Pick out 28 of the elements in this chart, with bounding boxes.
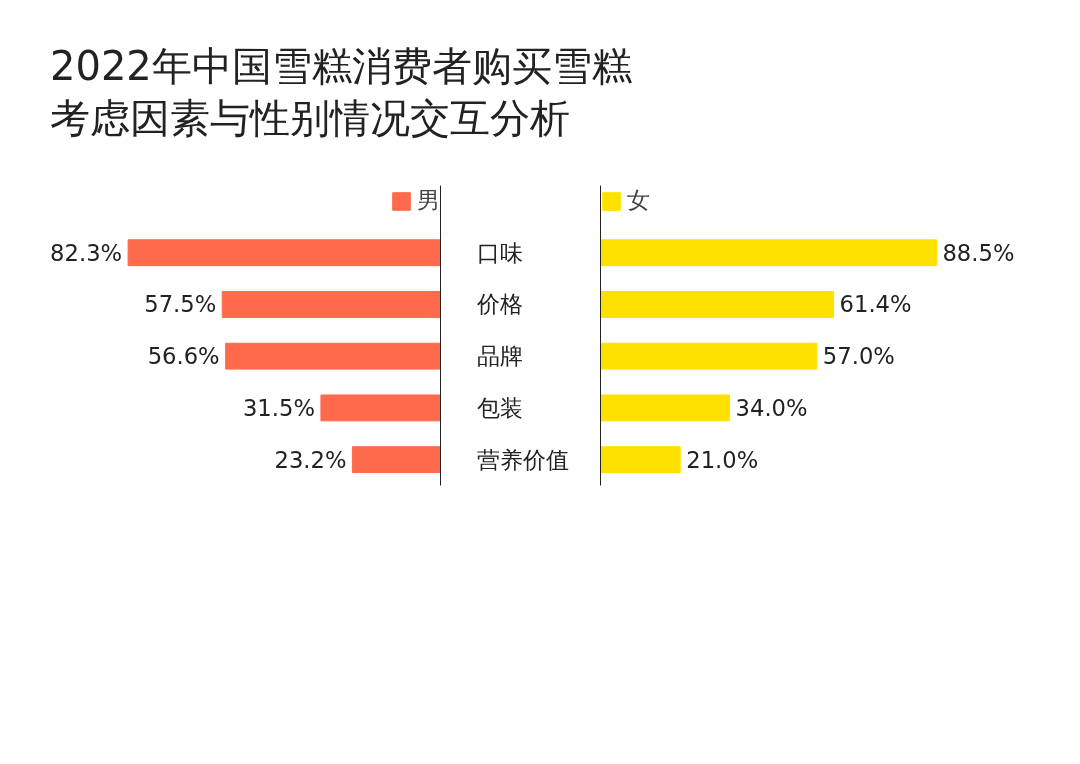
bar [600, 291, 835, 318]
data-label: 88.5% [942, 239, 1015, 266]
legend-label: 男 [417, 186, 440, 215]
data-label: 57.5% [144, 291, 217, 318]
bar [600, 446, 681, 474]
y-tick-label: 营养价值 [476, 446, 569, 473]
bar [221, 291, 441, 318]
bar [600, 342, 818, 370]
bar [351, 446, 441, 474]
data-label: 23.2% [274, 446, 347, 473]
data-label: 82.3% [50, 239, 123, 266]
y-tick-label: 价格 [475, 291, 523, 318]
y-tick-label: 包装 [476, 394, 523, 421]
y-tick-label: 品牌 [476, 343, 523, 370]
bar [600, 394, 731, 422]
bar [600, 239, 937, 267]
data-label: 57.0% [822, 343, 895, 370]
data-label: 56.6% [147, 343, 220, 370]
y-tick-label: 口味 [476, 239, 523, 266]
bar [127, 239, 441, 267]
data-label: 31.5% [242, 394, 315, 421]
bar [320, 394, 441, 422]
chart-title: 2022年中国雪糕消费者购买雪糕考虑因素与性别情况交互分析 [50, 42, 633, 143]
data-label: 21.0% [686, 446, 759, 473]
legend-label: 女 [627, 186, 650, 215]
data-label: 61.4% [839, 291, 912, 318]
data-label: 34.0% [735, 394, 808, 421]
bar [225, 342, 441, 370]
